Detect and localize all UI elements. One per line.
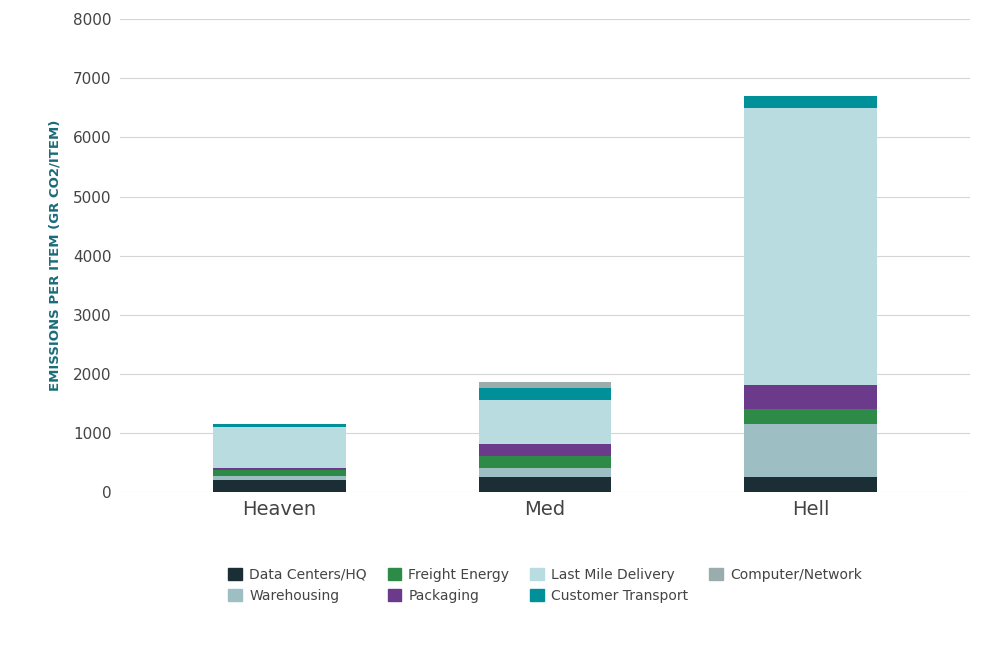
Y-axis label: EMISSIONS PER ITEM (GR CO2/ITEM): EMISSIONS PER ITEM (GR CO2/ITEM) (49, 120, 62, 391)
Bar (479, 400, 611, 444)
Bar (479, 477, 611, 492)
Bar (479, 388, 611, 400)
Legend: Data Centers/HQ, Warehousing, Freight Energy, Packaging, Last Mile Delivery, Cus: Data Centers/HQ, Warehousing, Freight En… (228, 568, 862, 603)
Bar (213, 476, 346, 480)
Bar (744, 108, 877, 386)
Bar (744, 96, 877, 108)
Bar (213, 427, 346, 468)
Bar (213, 468, 346, 470)
Bar (213, 480, 346, 492)
Bar (213, 470, 346, 476)
Bar (479, 382, 611, 388)
Bar (744, 386, 877, 409)
Bar (479, 444, 611, 456)
Bar (479, 456, 611, 468)
Bar (744, 477, 877, 492)
Bar (479, 468, 611, 477)
Bar (744, 424, 877, 477)
Bar (213, 424, 346, 427)
Bar (744, 409, 877, 424)
